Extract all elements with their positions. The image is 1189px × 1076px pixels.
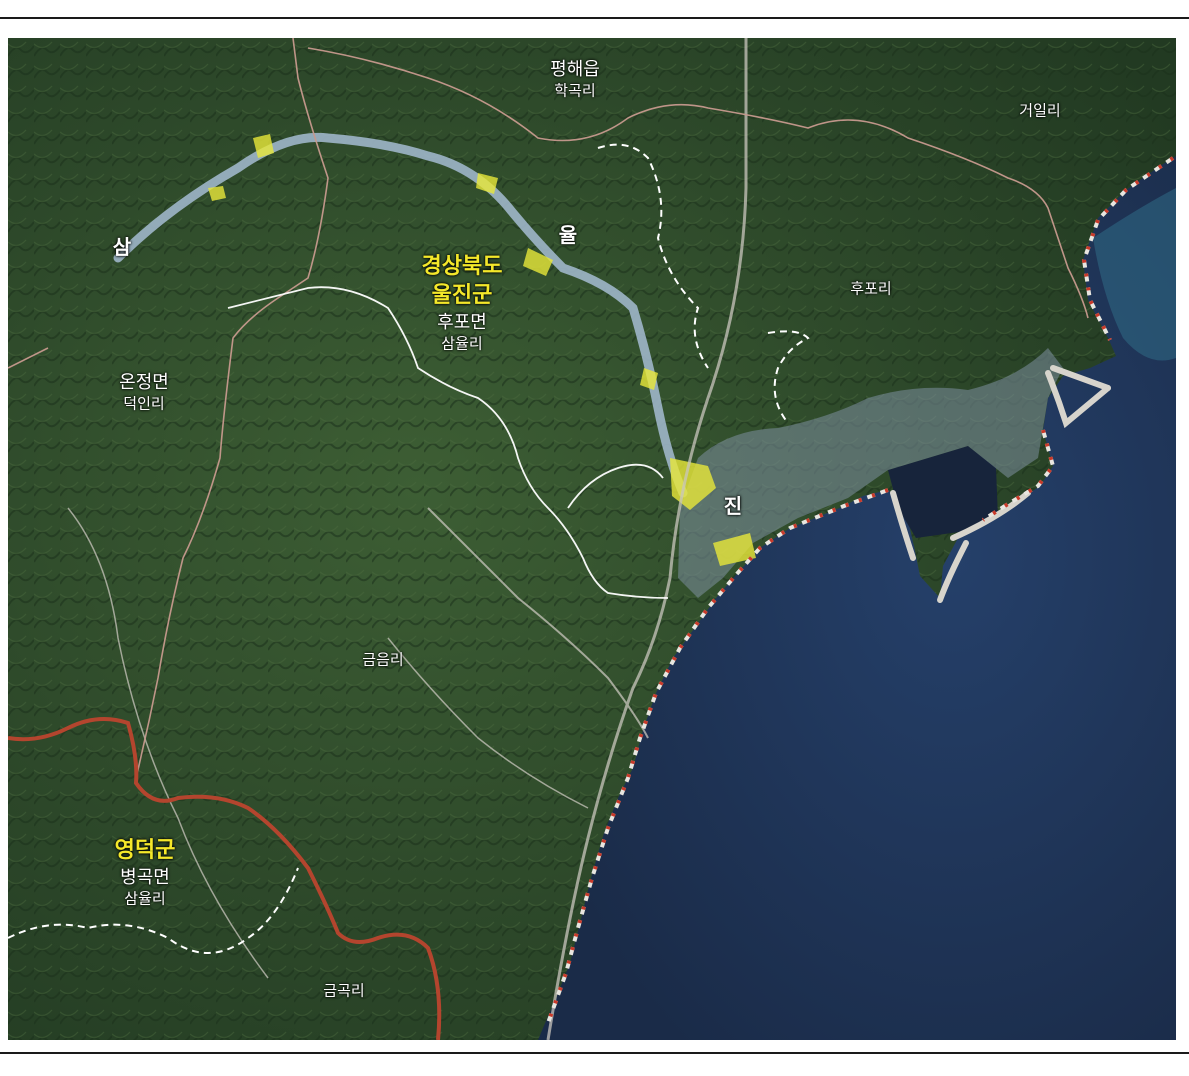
bottom-rule bbox=[0, 1052, 1189, 1054]
sea-area bbox=[538, 156, 1176, 1040]
label-byeonggok-myeon: 병곡면 bbox=[120, 867, 170, 888]
coastline-marker bbox=[546, 156, 1175, 1024]
label-hupo-myeon: 후포면 bbox=[437, 312, 487, 333]
label-pyeonghae-eup: 평해읍 bbox=[550, 59, 600, 80]
breakwaters bbox=[890, 365, 1111, 603]
aerial-map[interactable]: 평해읍 학곡리 거일리 삼 율 진 경상북도 울진군 후포면 삼율리 후포리 온… bbox=[8, 38, 1176, 1040]
county-boundary bbox=[8, 717, 442, 1040]
label-geumgok-ri: 금곡리 bbox=[323, 981, 365, 1000]
label-yeongdeok-gun: 영덕군 bbox=[114, 838, 176, 863]
admin-boundaries bbox=[8, 38, 1089, 779]
label-jin: 진 bbox=[723, 494, 743, 518]
town-area bbox=[678, 348, 1063, 598]
label-yul: 율 bbox=[558, 223, 578, 247]
label-samyul-ri-north: 삼율리 bbox=[441, 334, 483, 353]
label-hupo-ri: 후포리 bbox=[850, 279, 892, 298]
label-samyul-ri-south: 삼율리 bbox=[124, 889, 166, 908]
highlighted-parcels bbox=[208, 134, 756, 566]
village-boundaries-solid bbox=[227, 286, 669, 599]
label-sam: 삼 bbox=[112, 235, 132, 259]
shallow-water bbox=[1093, 188, 1176, 361]
label-geumeum-ri: 금음리 bbox=[362, 650, 404, 669]
roads bbox=[67, 38, 748, 1040]
label-deogin-ri: 덕인리 bbox=[123, 394, 165, 413]
label-onjeong-myeon: 온정면 bbox=[119, 372, 169, 393]
label-gyeongsangbuk-do: 경상북도 bbox=[421, 254, 503, 279]
village-boundaries bbox=[8, 143, 810, 954]
label-uljin-gun: 울진군 bbox=[431, 283, 493, 308]
top-rule bbox=[0, 17, 1189, 19]
label-hakgok-ri: 학곡리 bbox=[554, 81, 596, 100]
label-geoil-ri: 거일리 bbox=[1019, 101, 1061, 120]
map-canvas bbox=[8, 38, 1176, 1040]
harbor-basin bbox=[888, 446, 998, 538]
